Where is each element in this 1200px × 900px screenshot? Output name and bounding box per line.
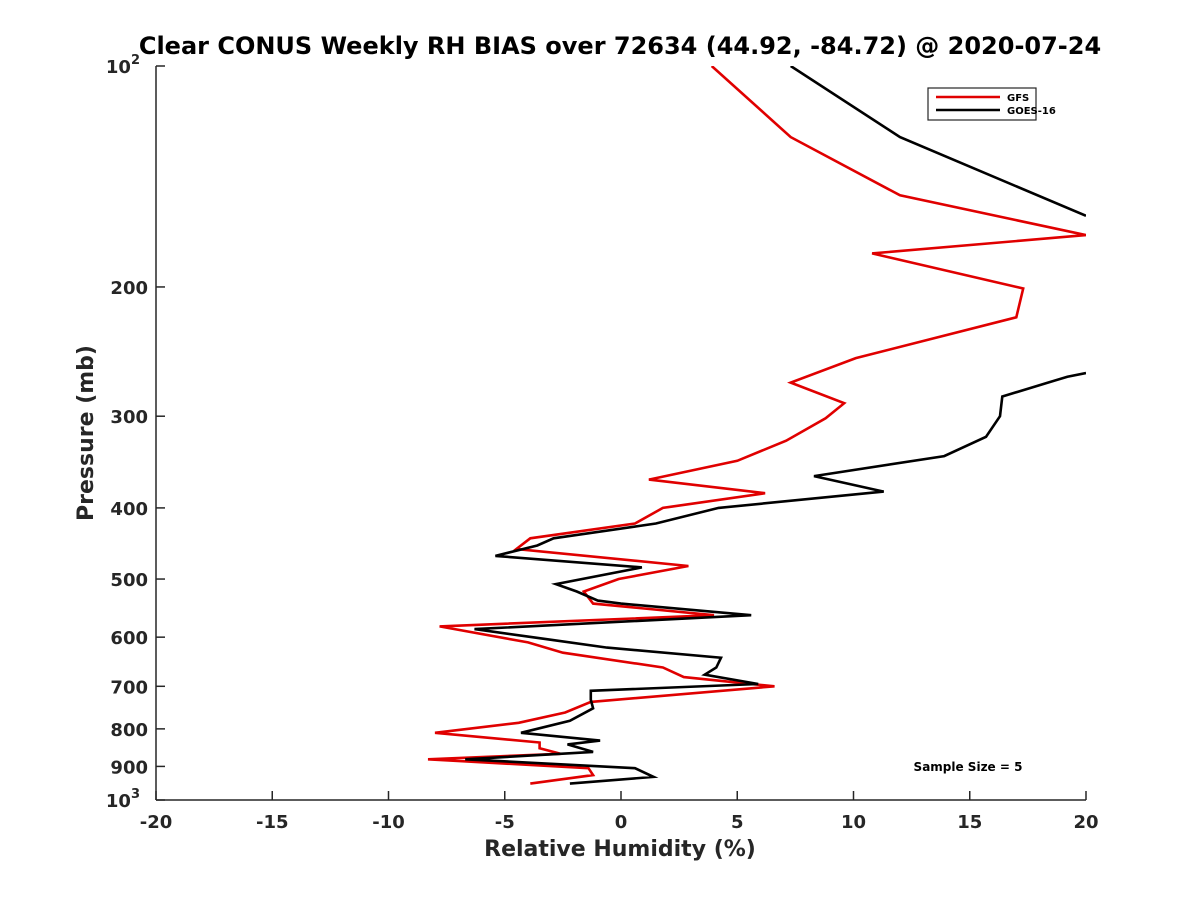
y-tick-label: 900 bbox=[110, 757, 148, 778]
y-tick-label: 600 bbox=[110, 628, 148, 649]
x-tick-label: -10 bbox=[372, 812, 405, 833]
series-layer bbox=[427, 66, 1086, 785]
series-gfs bbox=[427, 66, 1086, 785]
y-tick-label: 300 bbox=[110, 407, 148, 428]
series-goes-16 bbox=[465, 66, 1086, 785]
y-axis-label: Pressure (mb) bbox=[74, 345, 99, 521]
series-line-0 bbox=[427, 66, 1086, 785]
x-tick-label: 5 bbox=[731, 812, 744, 833]
legend-item: GFS bbox=[936, 93, 1029, 104]
x-tick-label: 10 bbox=[841, 812, 866, 833]
y-tick-label: 500 bbox=[110, 570, 148, 591]
y-tick-label: 700 bbox=[110, 677, 148, 698]
x-tick-label: -5 bbox=[495, 812, 515, 833]
plot-area: -20 -15 -10 -5 0 5 10 15 20 102 200 300 400 500 600 700… bbox=[106, 53, 1099, 833]
x-axis-label: Relative Humidity (%) bbox=[484, 837, 756, 862]
y-tick-label: 800 bbox=[110, 720, 148, 741]
x-tick-label: -20 bbox=[140, 812, 173, 833]
y-tick-label: 102 bbox=[106, 53, 140, 78]
legend: GFS GOES-16 bbox=[927, 87, 1056, 121]
y-tick-label: 400 bbox=[110, 499, 148, 520]
x-tick-label: 15 bbox=[957, 812, 982, 833]
chart-title: Clear CONUS Weekly RH BIAS over 72634 (4… bbox=[139, 32, 1101, 60]
y-tick-label: 103 bbox=[106, 787, 140, 812]
legend-item: GOES-16 bbox=[936, 106, 1056, 117]
y-tick-label: 200 bbox=[110, 278, 148, 299]
series-line-1 bbox=[465, 66, 1086, 785]
x-tick-label: 0 bbox=[615, 812, 628, 833]
legend-label: GOES-16 bbox=[1007, 106, 1056, 117]
x-tick-label: 20 bbox=[1073, 812, 1098, 833]
legend-box bbox=[927, 87, 1037, 121]
sample-size-annotation: Sample Size = 5 bbox=[914, 760, 1023, 774]
x-tick-label: -15 bbox=[256, 812, 289, 833]
legend-label: GFS bbox=[1007, 93, 1029, 104]
axes-layer: -20 -15 -10 -5 0 5 10 15 20 102 200 300 400 500 600 700… bbox=[106, 53, 1099, 833]
